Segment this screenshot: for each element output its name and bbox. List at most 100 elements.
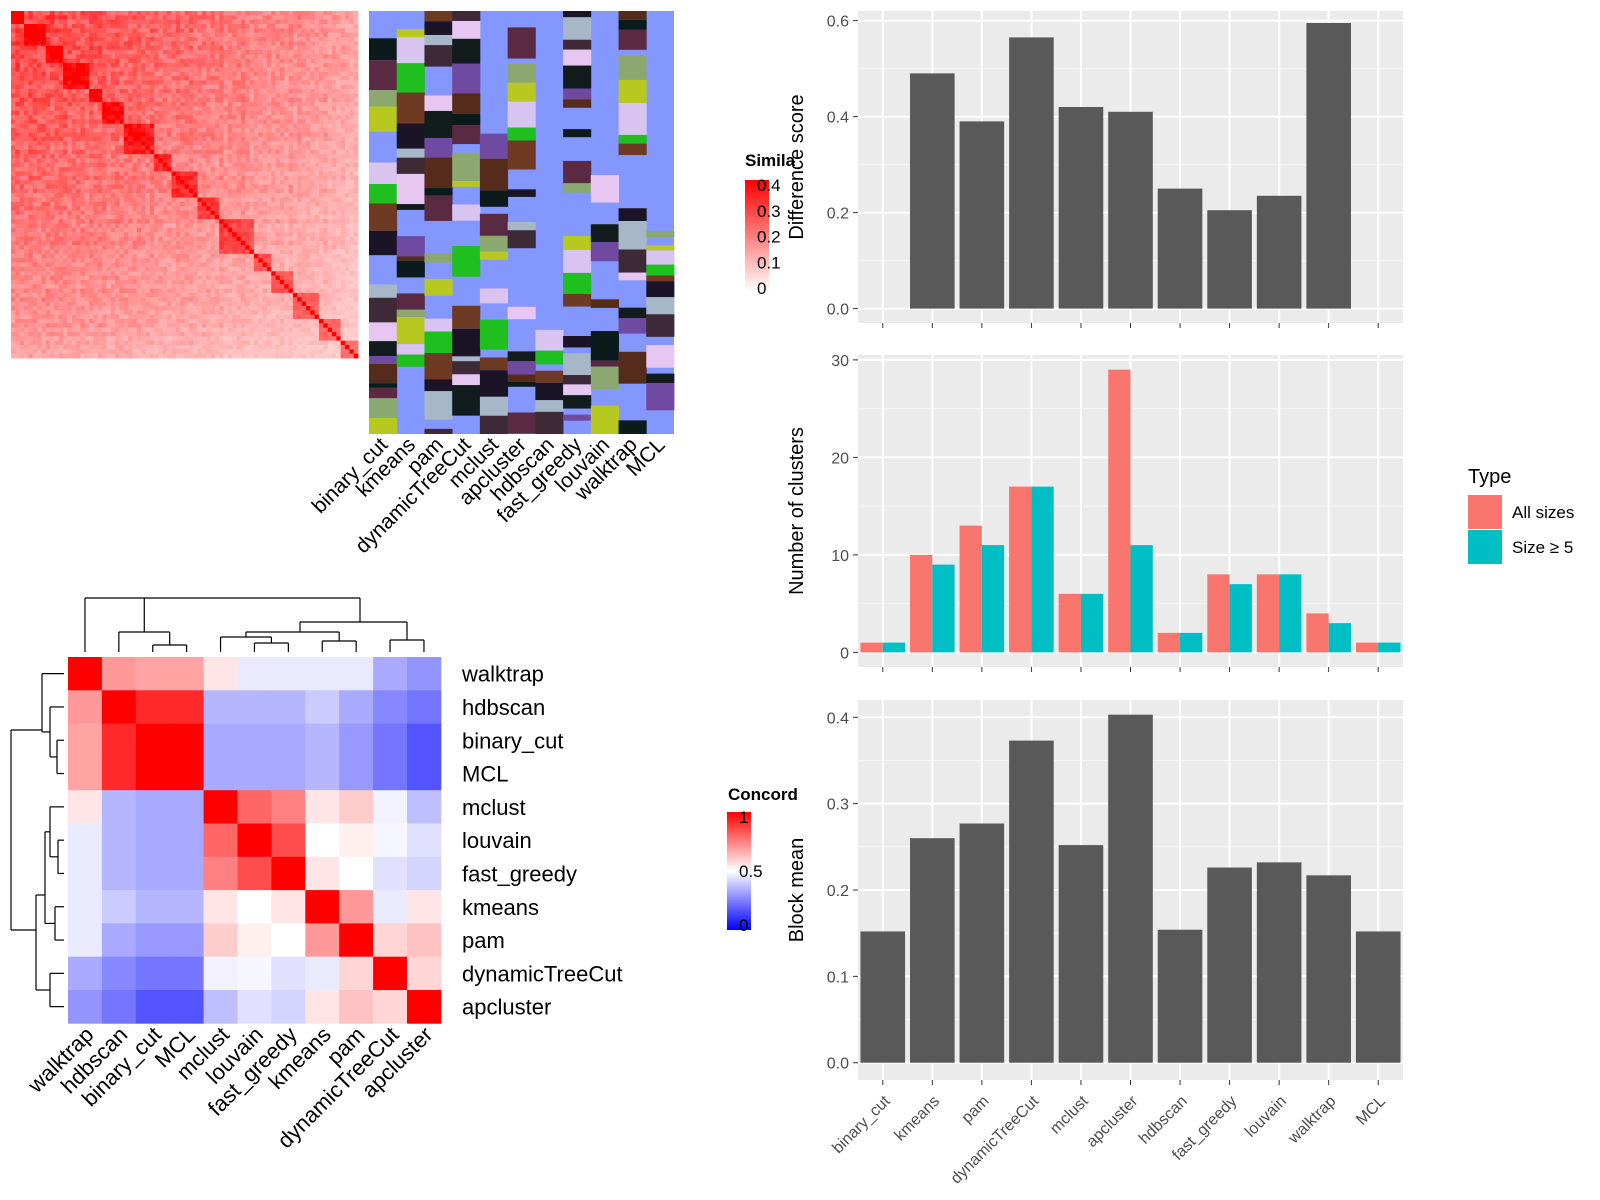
similarity-cell — [154, 249, 159, 255]
similarity-cell — [353, 271, 359, 277]
similarity-cell — [119, 97, 125, 103]
similarity-cell — [262, 197, 268, 203]
similarity-cell — [167, 271, 172, 277]
similarity-cell — [102, 236, 107, 242]
similarity-cell — [71, 188, 77, 194]
similarity-cell — [11, 67, 16, 73]
similarity-cell — [154, 232, 159, 238]
similarity-cell — [245, 227, 251, 233]
similarity-cell — [327, 11, 333, 16]
similarity-cell — [28, 97, 34, 103]
similarity-cell — [193, 123, 199, 129]
similarity-cell — [310, 123, 316, 129]
similarity-cell — [266, 223, 272, 229]
similarity-cell — [331, 50, 337, 55]
similarity-cell — [240, 271, 246, 277]
similarity-cell — [110, 76, 116, 81]
similarity-cell — [327, 84, 333, 90]
similarity-cell — [323, 154, 329, 159]
similarity-cell — [227, 188, 233, 194]
similarity-cell — [193, 32, 199, 38]
similarity-cell — [193, 188, 199, 194]
similarity-cell — [128, 154, 133, 159]
similarity-cell — [102, 45, 107, 51]
similarity-cell — [110, 123, 116, 129]
similarity-cell — [349, 63, 355, 68]
similarity-cell — [80, 136, 86, 142]
similarity-cell — [162, 141, 168, 146]
similarity-cell — [93, 149, 99, 155]
similarity-cell — [275, 249, 281, 255]
similarity-cell — [167, 262, 172, 268]
similarity-cell — [149, 89, 155, 94]
similarity-cell — [288, 32, 294, 38]
similarity-cell — [180, 28, 185, 34]
similarity-cell — [19, 67, 25, 73]
similarity-cell — [262, 171, 268, 177]
similarity-cell — [275, 37, 281, 42]
similarity-cell — [210, 97, 216, 103]
similarity-cell — [318, 110, 324, 116]
similarity-cell — [110, 58, 116, 64]
similarity-cell — [145, 89, 151, 94]
similarity-cell — [236, 258, 242, 264]
similarity-cell — [119, 132, 125, 138]
similarity-cell — [327, 171, 333, 177]
similarity-cell — [184, 71, 190, 77]
similarity-cell — [197, 93, 203, 99]
similarity-cell — [141, 58, 146, 64]
similarity-cell — [128, 275, 133, 281]
similarity-cell — [184, 232, 190, 238]
similarity-cell — [349, 236, 355, 242]
similarity-cell — [353, 232, 359, 238]
similarity-cell — [128, 201, 133, 207]
similarity-cell — [136, 93, 142, 99]
similarity-cell — [154, 275, 159, 281]
similarity-cell — [349, 197, 355, 203]
similarity-cell — [323, 227, 329, 233]
similarity-cell — [253, 50, 259, 55]
similarity-cell — [232, 253, 238, 259]
similarity-cell — [115, 240, 120, 246]
similarity-cell — [253, 271, 259, 277]
similarity-cell — [288, 214, 294, 220]
similarity-cell — [76, 180, 81, 185]
similarity-cell — [210, 175, 216, 181]
similarity-cell — [28, 240, 34, 246]
similarity-cell — [297, 89, 303, 94]
similarity-cell — [314, 141, 320, 146]
similarity-cell — [236, 58, 242, 64]
similarity-cell — [50, 162, 55, 168]
similarity-cell — [240, 67, 246, 73]
similarity-cell — [240, 188, 246, 194]
similarity-cell — [158, 245, 164, 251]
similarity-cell — [154, 271, 159, 277]
similarity-cell — [227, 58, 233, 64]
similarity-cell — [305, 149, 311, 155]
similarity-cell — [232, 158, 238, 164]
similarity-cell — [167, 223, 172, 229]
similarity-cell — [253, 106, 259, 112]
similarity-cell — [188, 80, 194, 86]
similarity-cell — [336, 258, 342, 264]
similarity-cell — [262, 115, 268, 120]
similarity-cell — [314, 119, 320, 125]
similarity-cell — [201, 167, 207, 172]
similarity-cell — [149, 123, 155, 129]
similarity-cell — [349, 258, 355, 264]
similarity-cell — [223, 184, 229, 190]
similarity-cell — [219, 188, 225, 194]
similarity-cell — [193, 236, 199, 242]
similarity-cell — [279, 266, 285, 272]
similarity-cell — [193, 219, 199, 225]
similarity-cell — [136, 63, 142, 68]
similarity-cell — [115, 119, 120, 125]
similarity-cell — [106, 171, 112, 177]
similarity-cell — [50, 63, 55, 68]
similarity-cell — [123, 271, 129, 277]
similarity-cell — [301, 110, 307, 116]
similarity-cell — [154, 240, 159, 246]
similarity-cell — [63, 41, 68, 47]
similarity-cell — [19, 54, 25, 60]
similarity-cell — [301, 54, 307, 60]
